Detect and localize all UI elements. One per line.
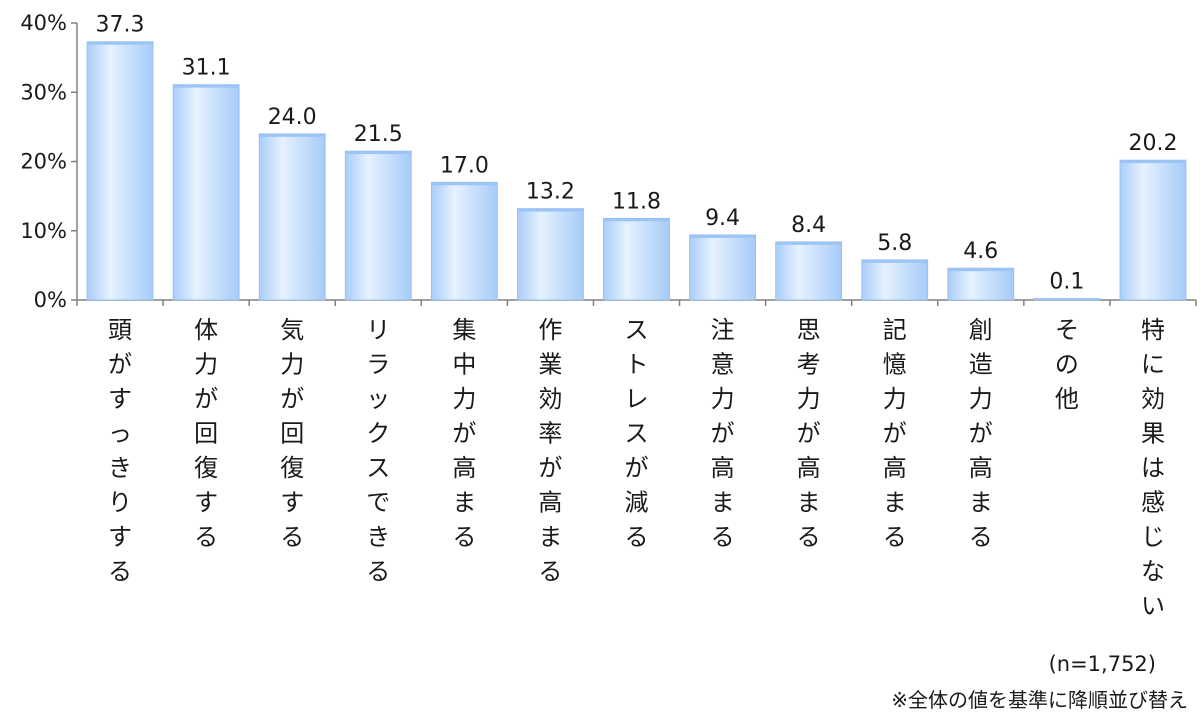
x-category-label: 集中力が高まる bbox=[452, 316, 476, 551]
data-label: 21.5 bbox=[354, 122, 403, 147]
bar bbox=[258, 133, 326, 301]
x-category-label: 思考力が高まる bbox=[797, 316, 821, 551]
bar-cap bbox=[689, 234, 756, 238]
chart-bars bbox=[86, 41, 1187, 301]
bar-chart: 0% 10% 20% 30% 40% 37.3 頭がすっきりする 31.1 体力が回復する 24… bbox=[20, 11, 1197, 620]
x-category-label: 創造力が高まる bbox=[969, 316, 993, 551]
bar bbox=[172, 84, 240, 301]
data-label: 8.4 bbox=[791, 213, 826, 238]
data-label: 31.1 bbox=[182, 56, 231, 81]
x-category-label: リラックスできる bbox=[366, 316, 390, 586]
bar-cap bbox=[775, 241, 842, 245]
bar-cap bbox=[1033, 298, 1100, 300]
data-label: 0.1 bbox=[1049, 270, 1084, 295]
x-category-label: 記憶力が高まる bbox=[883, 316, 907, 551]
bar-cap bbox=[87, 41, 154, 45]
bar-cap bbox=[259, 133, 326, 137]
y-tick-label: 0% bbox=[34, 288, 67, 312]
x-category-label: 特に効果は感じない bbox=[1141, 316, 1165, 620]
data-label: 13.2 bbox=[526, 180, 575, 205]
bar-cap bbox=[345, 151, 412, 155]
data-label: 9.4 bbox=[705, 206, 740, 231]
x-category-label: ストレスが減る bbox=[625, 316, 649, 551]
bar bbox=[517, 208, 584, 301]
bar bbox=[861, 259, 929, 301]
data-label: 17.0 bbox=[440, 153, 489, 178]
sample-size-note: (n=1,752) bbox=[1048, 652, 1156, 676]
data-label: 24.0 bbox=[268, 105, 317, 130]
x-category-label: 気力が回復する bbox=[280, 316, 304, 551]
data-label: 37.3 bbox=[96, 13, 145, 38]
y-tick-label: 40% bbox=[20, 11, 67, 35]
bar bbox=[430, 181, 498, 301]
x-category-label: 作業効率が高まる bbox=[538, 316, 562, 586]
bar bbox=[689, 234, 756, 301]
data-label: 11.8 bbox=[612, 189, 661, 214]
bar bbox=[775, 241, 843, 301]
bar bbox=[947, 267, 1015, 301]
bar bbox=[603, 217, 670, 301]
bar-cap bbox=[861, 259, 928, 263]
chart-labels: 37.3 頭がすっきりする 31.1 体力が回復する 24.0 気力が回復する 21.5 リラ… bbox=[96, 13, 1178, 620]
bar bbox=[86, 41, 154, 301]
bar-cap bbox=[947, 268, 1014, 272]
x-category-label: その他 bbox=[1055, 316, 1079, 413]
x-category-label: 注意力が高まる bbox=[711, 316, 735, 551]
x-category-label: 頭がすっきりする bbox=[108, 316, 132, 586]
data-label: 4.6 bbox=[963, 239, 998, 264]
bar-cap bbox=[517, 208, 584, 212]
y-tick-label: 30% bbox=[20, 80, 67, 104]
bar bbox=[344, 150, 412, 301]
data-label: 20.2 bbox=[1128, 131, 1177, 156]
y-tick-label: 10% bbox=[20, 219, 67, 243]
bar-cap bbox=[603, 218, 670, 222]
bar-cap bbox=[431, 182, 498, 186]
x-category-label: 体力が回復する bbox=[194, 316, 218, 551]
y-tick-label: 20% bbox=[20, 150, 67, 174]
data-label: 5.8 bbox=[877, 231, 912, 256]
bar bbox=[1119, 159, 1187, 301]
bar-cap bbox=[173, 84, 240, 88]
bar-cap bbox=[1119, 160, 1186, 164]
sort-order-note: ※全体の値を基準に降順並び替え bbox=[891, 688, 1188, 712]
